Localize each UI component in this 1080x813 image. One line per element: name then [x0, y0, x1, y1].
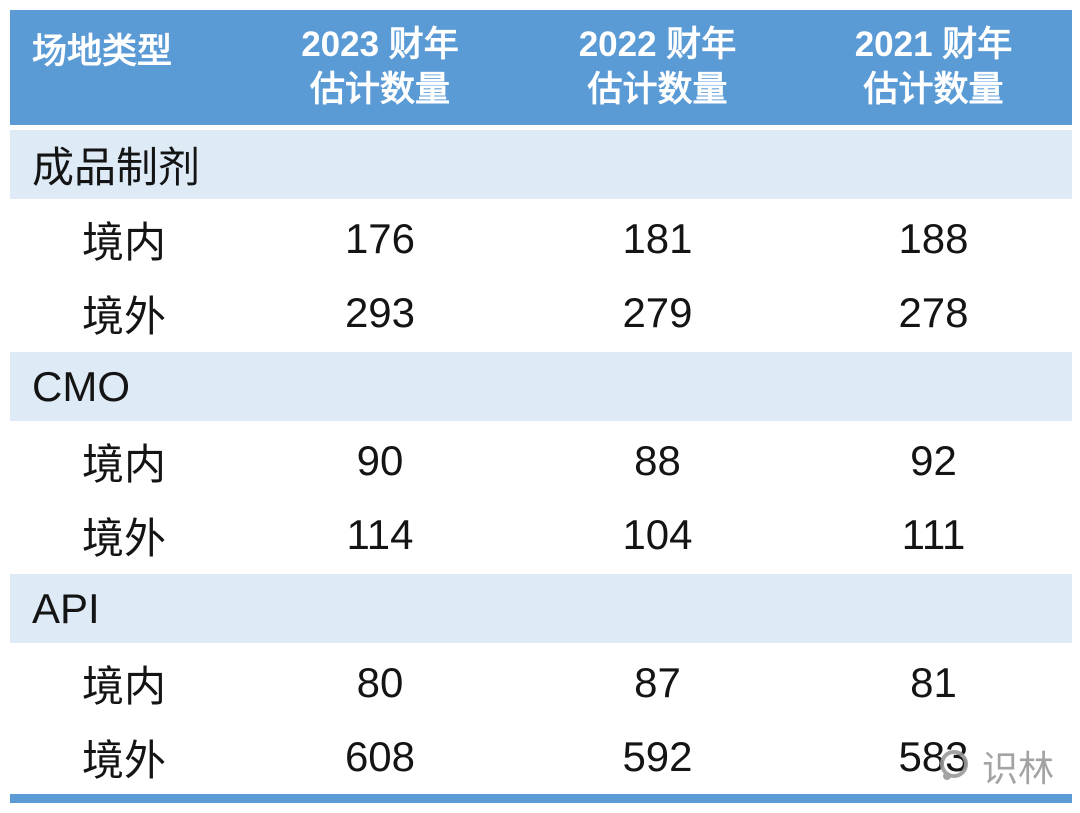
- value-fy2023: 176: [344, 215, 416, 262]
- table-row: 境内 80 87 81: [10, 646, 1072, 720]
- value-fy2021: 583: [898, 733, 969, 780]
- value-fy2021: 188: [898, 215, 969, 262]
- value-fy2021: 111: [901, 511, 966, 558]
- value-fy2021: 92: [910, 437, 957, 484]
- value-fy2023: 114: [346, 511, 414, 558]
- value-fy2023: 80: [356, 659, 404, 706]
- column-header-line1: 2022 财年: [578, 24, 737, 64]
- row-label: 境内: [82, 218, 167, 266]
- column-header-line2: 估计数量: [309, 69, 450, 109]
- column-header-line1: 2023 财年: [301, 24, 459, 64]
- section-name: API: [32, 584, 100, 632]
- row-label: 境外: [82, 514, 167, 562]
- value-fy2022: 88: [634, 437, 681, 484]
- value-fy2022: 181: [622, 215, 693, 262]
- column-header-fy2022: 2022 财年 估计数量: [520, 23, 795, 113]
- value-fy2022: 104: [622, 511, 693, 558]
- section-row-cmo: CMO: [10, 350, 1072, 424]
- shilin-logo-icon: [939, 750, 968, 780]
- value-fy2023: 90: [356, 437, 404, 484]
- section-row-finished-dose: 成品制剂: [10, 128, 1072, 202]
- table-row: 境内 176 181 188: [10, 202, 1072, 276]
- table-row: 境外 293 279 278: [10, 276, 1072, 350]
- row-label: 境内: [82, 662, 167, 710]
- value-fy2023: 293: [344, 289, 416, 336]
- watermark-text: 识林: [981, 748, 1054, 789]
- value-fy2022: 87: [634, 659, 681, 706]
- section-name: CMO: [32, 362, 130, 410]
- value-fy2022: 592: [622, 733, 693, 780]
- table-header-row: 场地类型 2023 财年 估计数量 2022 财年 估计数量 2021 财年 估…: [10, 10, 1072, 128]
- table-row: 境外 608 592 583: [10, 720, 1072, 794]
- column-header-label: 场地类型: [32, 32, 173, 71]
- value-fy2021: 278: [898, 289, 969, 336]
- table-row: 境外 114 104 111: [10, 498, 1072, 572]
- value-fy2023: 608: [344, 733, 416, 780]
- column-header-fy2023: 2023 财年 估计数量: [240, 23, 520, 113]
- bottom-accent-bar: [10, 794, 1072, 803]
- data-table: 场地类型 2023 财年 估计数量 2022 财年 估计数量 2021 财年 估…: [10, 10, 1072, 794]
- value-fy2021: 81: [910, 659, 957, 706]
- column-header-fy2021: 2021 财年 估计数量: [795, 23, 1072, 113]
- column-header-line2: 估计数量: [863, 69, 1004, 109]
- row-label: 境内: [82, 440, 167, 488]
- column-header-line2: 估计数量: [587, 69, 728, 109]
- row-label: 境外: [82, 292, 167, 340]
- column-header-site-type: 场地类型: [10, 10, 240, 75]
- table-row: 境内 90 88 92: [10, 424, 1072, 498]
- watermark: 识林: [934, 740, 1054, 792]
- column-header-line1: 2021 财年: [854, 24, 1013, 64]
- row-label: 境外: [82, 736, 167, 784]
- section-name: 成品制剂: [32, 144, 201, 191]
- section-row-api: API: [10, 572, 1072, 646]
- value-fy2022: 279: [622, 289, 693, 336]
